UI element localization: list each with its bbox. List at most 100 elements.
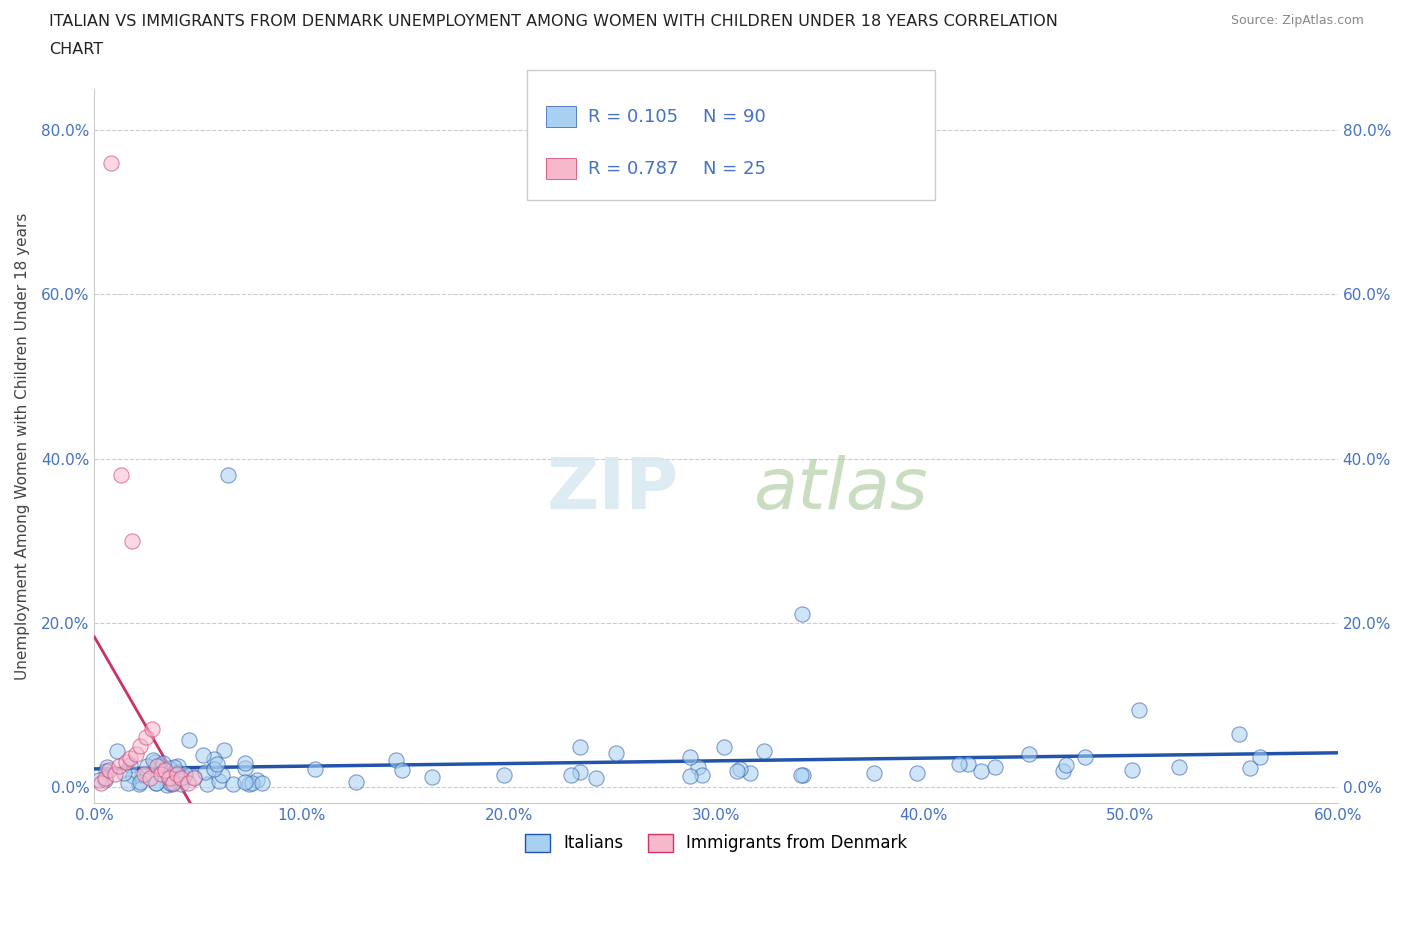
Text: ITALIAN VS IMMIGRANTS FROM DENMARK UNEMPLOYMENT AMONG WOMEN WITH CHILDREN UNDER : ITALIAN VS IMMIGRANTS FROM DENMARK UNEMP… [49,14,1059,29]
Point [157,761,180,776]
Point [165,767,187,782]
Point [96,759,118,774]
Point [233,761,256,776]
Point [217,468,239,483]
Text: N = 90: N = 90 [703,108,766,126]
Point [194,764,217,779]
Point [1052,764,1074,778]
Point [560,768,582,783]
Point [208,774,231,789]
Text: R = 0.787: R = 0.787 [588,160,678,178]
Point [211,768,233,783]
Point [790,607,813,622]
Point [863,765,886,780]
Point [179,732,201,747]
Point [792,767,814,782]
Point [145,759,167,774]
Point [145,776,167,790]
Point [569,764,592,779]
Point [149,767,172,782]
Point [146,758,169,773]
Point [202,751,225,766]
Point [94,771,117,786]
Point [1227,726,1250,741]
Point [160,777,183,791]
Text: ZIP: ZIP [547,455,679,524]
Point [605,746,627,761]
Point [233,755,256,770]
Point [112,765,135,780]
Point [984,760,1007,775]
Point [153,763,176,777]
Legend: Italians, Immigrants from Denmark: Italians, Immigrants from Denmark [517,827,914,859]
Point [87,773,110,788]
Point [100,156,122,171]
Point [173,770,195,785]
Point [142,752,165,767]
Point [245,773,267,788]
Point [183,770,205,785]
Point [1018,746,1040,761]
Point [222,777,245,791]
Point [728,762,751,777]
Point [156,777,179,792]
Point [174,766,197,781]
Point [585,771,607,786]
Point [713,739,735,754]
Point [207,757,229,772]
Point [118,751,141,765]
Point [110,468,132,483]
Point [145,776,167,790]
Point [240,776,263,790]
Point [686,760,709,775]
Point [90,775,112,790]
Point [128,777,150,791]
Point [134,767,156,782]
Point [121,533,143,548]
Point [790,767,813,782]
Point [166,758,188,773]
Point [94,772,117,787]
Point [212,743,235,758]
Point [1168,760,1191,775]
Text: atlas: atlas [754,455,928,524]
Point [569,739,592,754]
Point [129,775,152,790]
Point [956,756,979,771]
Point [162,759,184,774]
Point [1054,757,1077,772]
Point [420,770,443,785]
Point [679,750,702,764]
Point [157,771,180,786]
Text: R = 0.105: R = 0.105 [588,108,678,126]
Point [125,747,148,762]
Point [907,765,929,780]
Point [738,765,761,780]
Point [166,764,188,779]
Point [304,761,326,776]
Y-axis label: Unemployment Among Women with Children Under 18 years: Unemployment Among Women with Children U… [15,213,30,680]
Point [385,752,408,767]
Point [391,763,413,777]
Point [1074,750,1097,764]
Point [152,755,174,770]
Point [129,738,152,753]
Point [195,777,218,791]
Point [159,776,181,790]
Point [105,744,128,759]
Point [131,767,153,782]
Point [202,762,225,777]
Text: N = 25: N = 25 [703,160,766,178]
Point [141,722,163,737]
Point [108,759,131,774]
Point [162,775,184,790]
Point [135,759,157,774]
Text: Source: ZipAtlas.com: Source: ZipAtlas.com [1230,14,1364,27]
Point [98,763,121,777]
Point [139,771,162,786]
Point [104,767,127,782]
Point [114,754,136,769]
Point [177,775,200,790]
Point [344,775,367,790]
Point [1128,702,1150,717]
